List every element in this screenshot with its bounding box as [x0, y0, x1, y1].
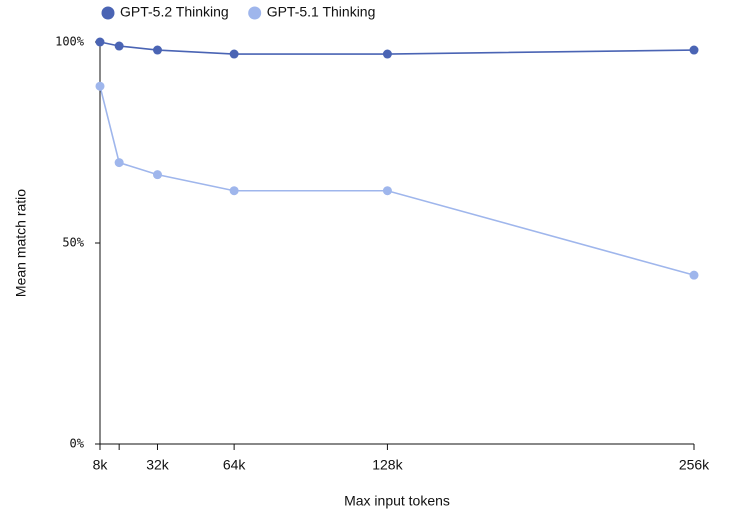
data-point [152, 170, 162, 180]
series-line [99, 41, 695, 55]
data-point [152, 45, 162, 55]
x-tick-label: 64k [223, 457, 247, 473]
legend-label: GPT-5.2 Thinking [120, 4, 229, 20]
y-tick-label: 50% [62, 236, 84, 250]
x-tick-label: 8k [93, 457, 109, 473]
series-line [99, 86, 695, 276]
data-point [95, 81, 105, 91]
data-point [229, 49, 239, 59]
legend-label: GPT-5.1 Thinking [267, 4, 376, 20]
data-point [382, 49, 392, 59]
x-axis-title: Max input tokens [344, 493, 450, 509]
data-point [114, 158, 124, 168]
data-point [689, 45, 699, 55]
x-tick-label: 256k [679, 457, 710, 473]
x-tick-label: 32k [146, 457, 170, 473]
data-point [114, 41, 124, 51]
y-tick-label: 0% [70, 437, 85, 451]
data-point [229, 186, 239, 196]
y-tick-label: 100% [55, 35, 85, 49]
y-axis-title: Mean match ratio [13, 189, 29, 297]
legend-marker [248, 6, 262, 20]
data-point [95, 37, 105, 47]
legend-marker [101, 6, 115, 20]
data-point [382, 186, 392, 196]
x-tick-label: 128k [372, 457, 403, 473]
data-point [689, 270, 699, 280]
